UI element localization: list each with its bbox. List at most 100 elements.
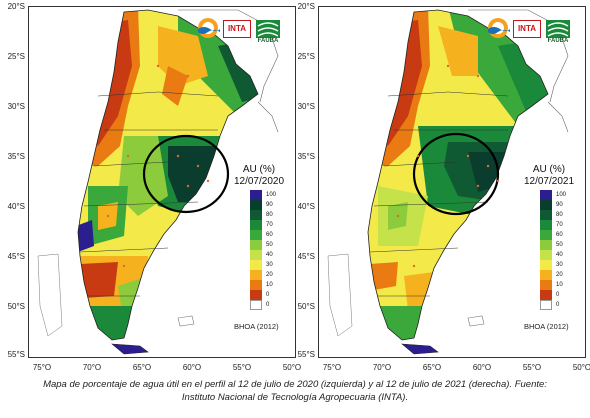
border-neighbors — [178, 9, 279, 103]
legend-tick-label: 70 — [556, 222, 563, 228]
longitude-label: 65°O — [132, 363, 152, 372]
longitude-label: 70°O — [82, 363, 102, 372]
map-panel-2020: INTA FAUBA AU (%) 12/07/2020 100 90 80 70 60… — [8, 2, 302, 372]
legend-swatch — [250, 250, 262, 260]
border-uruguay — [257, 101, 279, 133]
longitude-label: 60°O — [182, 363, 202, 372]
orange-blue-swirl-icon — [198, 18, 220, 38]
legend-swatch — [540, 250, 552, 260]
legend-source: BHOA (2012) — [234, 322, 279, 331]
legend-tick-label: 20 — [266, 272, 273, 278]
legend-tick-label: 30 — [556, 262, 563, 268]
latitude-label: 40°S — [297, 202, 315, 211]
legend-swatch — [250, 190, 262, 200]
latitude-label: 25°S — [7, 52, 25, 61]
longitude-label: 75°O — [322, 363, 342, 372]
longitude-label: 55°O — [522, 363, 542, 372]
highlight-ellipse — [142, 134, 230, 214]
legend-swatch — [540, 290, 552, 300]
figure-caption: Mapa de porcentaje de agua útil en el pe… — [0, 378, 590, 404]
legend-swatch — [540, 200, 552, 210]
latitude-label: 35°S — [297, 152, 315, 161]
latitude-label: 30°S — [7, 102, 25, 111]
legend-tick-label: 30 — [266, 262, 273, 268]
legend-swatch — [250, 300, 262, 310]
legend-tick-label: 50 — [266, 242, 273, 248]
legend-tick-label: 60 — [556, 232, 563, 238]
longitude-label: 75°O — [32, 363, 52, 372]
inta-logo: INTA — [513, 20, 541, 38]
legend-swatch — [540, 240, 552, 250]
latitude-label: 35°S — [7, 152, 25, 161]
argentina-outline — [367, 9, 549, 341]
legend-tick-label: 40 — [556, 252, 563, 258]
latitude-label: 55°S — [297, 350, 315, 359]
legend-title: AU (%) — [242, 164, 276, 175]
chile-coast — [327, 253, 353, 337]
soil-water-map-2020 — [28, 6, 296, 358]
latitude-label: 20°S — [297, 2, 315, 11]
latitude-label: 45°S — [297, 252, 315, 261]
inta-logo: INTA — [223, 20, 251, 38]
legend-swatch — [250, 240, 262, 250]
legend-tick-label: 0 — [556, 292, 560, 298]
legend-tick-label: 40 — [266, 252, 273, 258]
legend-swatch — [250, 200, 262, 210]
latitude-label: 40°S — [7, 202, 25, 211]
legend-swatch — [250, 220, 262, 230]
legend-swatch — [250, 270, 262, 280]
legend-tick-label: 100 — [266, 192, 277, 198]
highlight-ellipse — [412, 132, 500, 216]
legend-swatch — [540, 190, 552, 200]
longitude-label: 50°O — [572, 363, 590, 372]
legend-swatch — [250, 230, 262, 240]
legend-tick-label: 90 — [266, 202, 273, 208]
legend-tick-label: 60 — [266, 232, 273, 238]
legend-tick-label: 20 — [556, 272, 563, 278]
fauba-logo-text: FAUBA — [257, 38, 279, 44]
province-borders — [369, 91, 509, 297]
legend-swatch — [540, 210, 552, 220]
legend-tick-label: 80 — [266, 212, 273, 218]
station-dots — [106, 64, 210, 268]
longitude-label: 65°O — [422, 363, 442, 372]
legend-title: AU (%) — [532, 164, 566, 175]
orange-blue-swirl-icon — [488, 18, 510, 38]
legend-swatch — [540, 270, 552, 280]
latitude-label: 30°S — [297, 102, 315, 111]
legend-source: BHOA (2012) — [524, 322, 569, 331]
tierra-del-fuego — [111, 343, 149, 355]
legend-tick-label: 10 — [556, 282, 563, 288]
legend-tick-label: 0 — [266, 302, 270, 308]
legend-swatch — [540, 230, 552, 240]
legend-swatch — [540, 300, 552, 310]
latitude-label: 55°S — [7, 350, 25, 359]
soil-water-map-2021 — [318, 6, 586, 358]
latitude-label: 20°S — [7, 2, 25, 11]
legend-tick-label: 100 — [556, 192, 567, 198]
border-uruguay — [547, 101, 569, 133]
fauba-logo-icon — [256, 20, 280, 38]
legend-tick-label: 80 — [556, 212, 563, 218]
longitude-label: 60°O — [472, 363, 492, 372]
legend-swatch — [540, 280, 552, 290]
legend-swatch — [250, 260, 262, 270]
fauba-logo-icon — [546, 20, 570, 38]
caption-line-2: Instituto Nacional de Tecnología Agropec… — [181, 392, 409, 403]
legend-tick-label: 50 — [556, 242, 563, 248]
legend-swatch — [250, 280, 262, 290]
fauba-logo-text: FAUBA — [547, 38, 569, 44]
legend-swatch — [540, 260, 552, 270]
latitude-label: 25°S — [297, 52, 315, 61]
station-dots — [396, 64, 500, 268]
legend-tick-label: 10 — [266, 282, 273, 288]
legend-swatch — [250, 290, 262, 300]
latitude-label: 50°S — [297, 302, 315, 311]
argentina-outline — [77, 9, 259, 341]
legend-tick-label: 0 — [266, 292, 270, 298]
border-neighbors — [468, 9, 569, 103]
malvinas-islands — [467, 315, 485, 327]
legend-swatch — [250, 210, 262, 220]
malvinas-islands — [177, 315, 195, 327]
province-borders — [79, 91, 219, 297]
